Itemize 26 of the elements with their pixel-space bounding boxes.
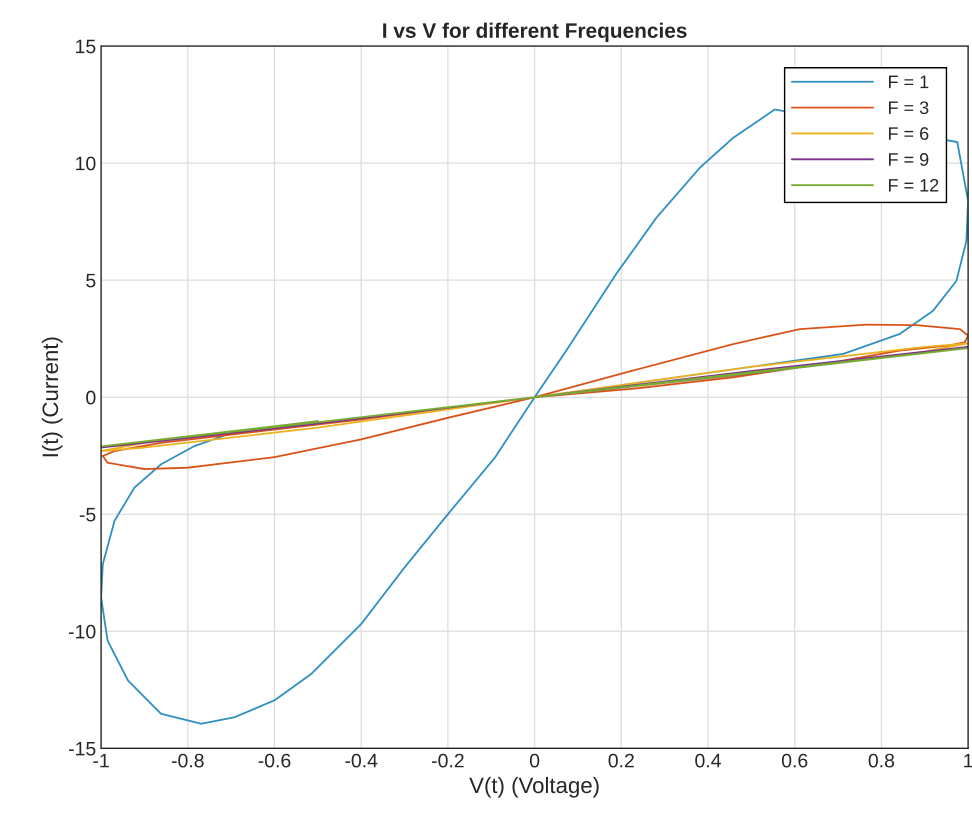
y-tick-label: 15 [76,40,96,54]
x-tick-label: 0 [530,754,540,768]
x-tick-label: -0.2 [432,754,464,768]
legend-label: F = 12 [889,178,938,192]
x-tick-label: 0.6 [782,754,808,768]
x-tick-label: 0.4 [695,754,721,768]
y-tick-label: 0 [86,390,96,404]
x-tick-label: -0.6 [258,754,290,768]
legend-label: F = 9 [889,153,928,166]
x-tick-label: -0.8 [172,754,204,768]
y-tick-label: 10 [76,156,96,170]
y-tick-label: -10 [68,624,96,639]
y-axis-title: I(t) (Current) [42,337,63,456]
x-tick-label: -0.4 [345,754,378,768]
line-series [102,324,968,470]
x-tick-label: -1 [93,754,109,768]
y-tick-label: -5 [80,508,96,522]
legend-label: F = 6 [889,127,928,140]
legend-label: F = 3 [889,101,928,114]
y-tick-label: 5 [86,274,96,288]
y-tick-label: -15 [68,742,96,756]
x-tick-label: 0.2 [608,754,634,768]
legend-label: F = 1 [889,76,928,88]
x-tick-label: 0.8 [868,754,894,768]
x-axis-title: V(t) (Voltage) [469,776,599,798]
chart-title: I vs V for different Frequencies [383,22,687,42]
